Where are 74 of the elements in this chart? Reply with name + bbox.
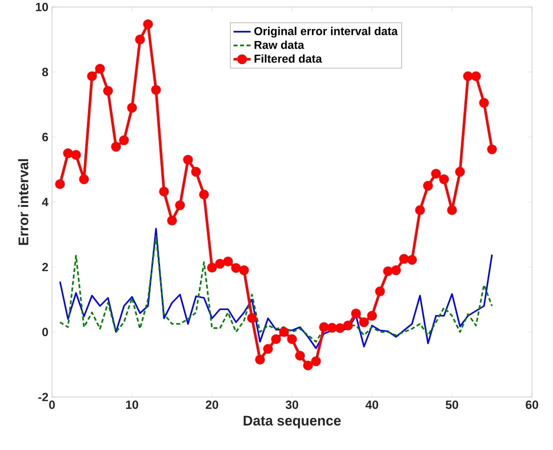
point	[271, 334, 281, 344]
point	[87, 71, 97, 82]
point	[255, 354, 265, 365]
x-tick-label: 60	[526, 400, 538, 409]
point	[103, 86, 113, 96]
point	[71, 150, 81, 160]
y-tick-label: 6	[42, 132, 48, 142]
point	[447, 205, 457, 216]
point	[319, 322, 329, 332]
y-axis-title: Error interval	[18, 159, 28, 245]
point	[127, 102, 137, 113]
point	[207, 262, 217, 273]
point	[423, 180, 433, 191]
point	[95, 64, 105, 74]
point	[455, 166, 465, 177]
point	[167, 216, 177, 226]
point	[183, 154, 193, 165]
point	[263, 344, 273, 354]
point	[159, 186, 169, 196]
point	[239, 265, 249, 276]
point	[303, 360, 313, 370]
point	[375, 286, 385, 296]
point	[335, 323, 345, 333]
point	[287, 334, 297, 344]
point	[487, 144, 497, 154]
point	[359, 317, 369, 328]
legend-label: Raw data	[254, 40, 304, 49]
point	[367, 310, 377, 321]
point	[191, 166, 201, 177]
point	[199, 190, 209, 200]
point	[223, 256, 233, 266]
point	[311, 356, 321, 366]
point	[231, 263, 241, 273]
y-tick-label: 0	[42, 328, 48, 336]
x-tick-label: 50	[446, 400, 458, 409]
y-tick-label: 10	[36, 2, 48, 12]
y-tick-label: 2	[42, 262, 48, 272]
y-tick-label: 4	[42, 198, 48, 206]
point	[55, 179, 65, 190]
x-tick-label: 40	[366, 400, 378, 409]
point	[431, 168, 441, 179]
y-tick-label: 8	[42, 68, 48, 76]
point	[415, 205, 425, 216]
point	[407, 254, 417, 265]
point	[247, 313, 257, 323]
legend-label: Filtered data	[254, 54, 322, 63]
point	[343, 320, 353, 330]
point	[383, 266, 393, 276]
x-tick-label: 10	[126, 400, 138, 409]
point	[175, 200, 185, 210]
legend-label: Original error interval data	[254, 26, 398, 38]
x-tick-label: 20	[206, 400, 218, 409]
point	[327, 322, 337, 333]
x-axis-title: Data sequence	[244, 416, 341, 428]
point	[63, 148, 73, 158]
point	[471, 71, 481, 82]
point	[295, 350, 305, 361]
point	[111, 142, 121, 152]
point	[479, 98, 489, 108]
point	[215, 258, 225, 269]
point	[151, 84, 161, 95]
point	[351, 308, 361, 318]
x-tick-label: 30	[286, 400, 298, 410]
x-tick-label: 0	[49, 400, 55, 409]
point	[463, 71, 473, 82]
point	[399, 254, 409, 264]
point	[119, 135, 129, 146]
point	[279, 327, 289, 337]
point	[391, 265, 401, 276]
point	[79, 174, 89, 184]
point	[439, 174, 449, 184]
point	[143, 19, 153, 30]
y-tick-label: -2	[38, 392, 48, 402]
point	[135, 34, 145, 44]
